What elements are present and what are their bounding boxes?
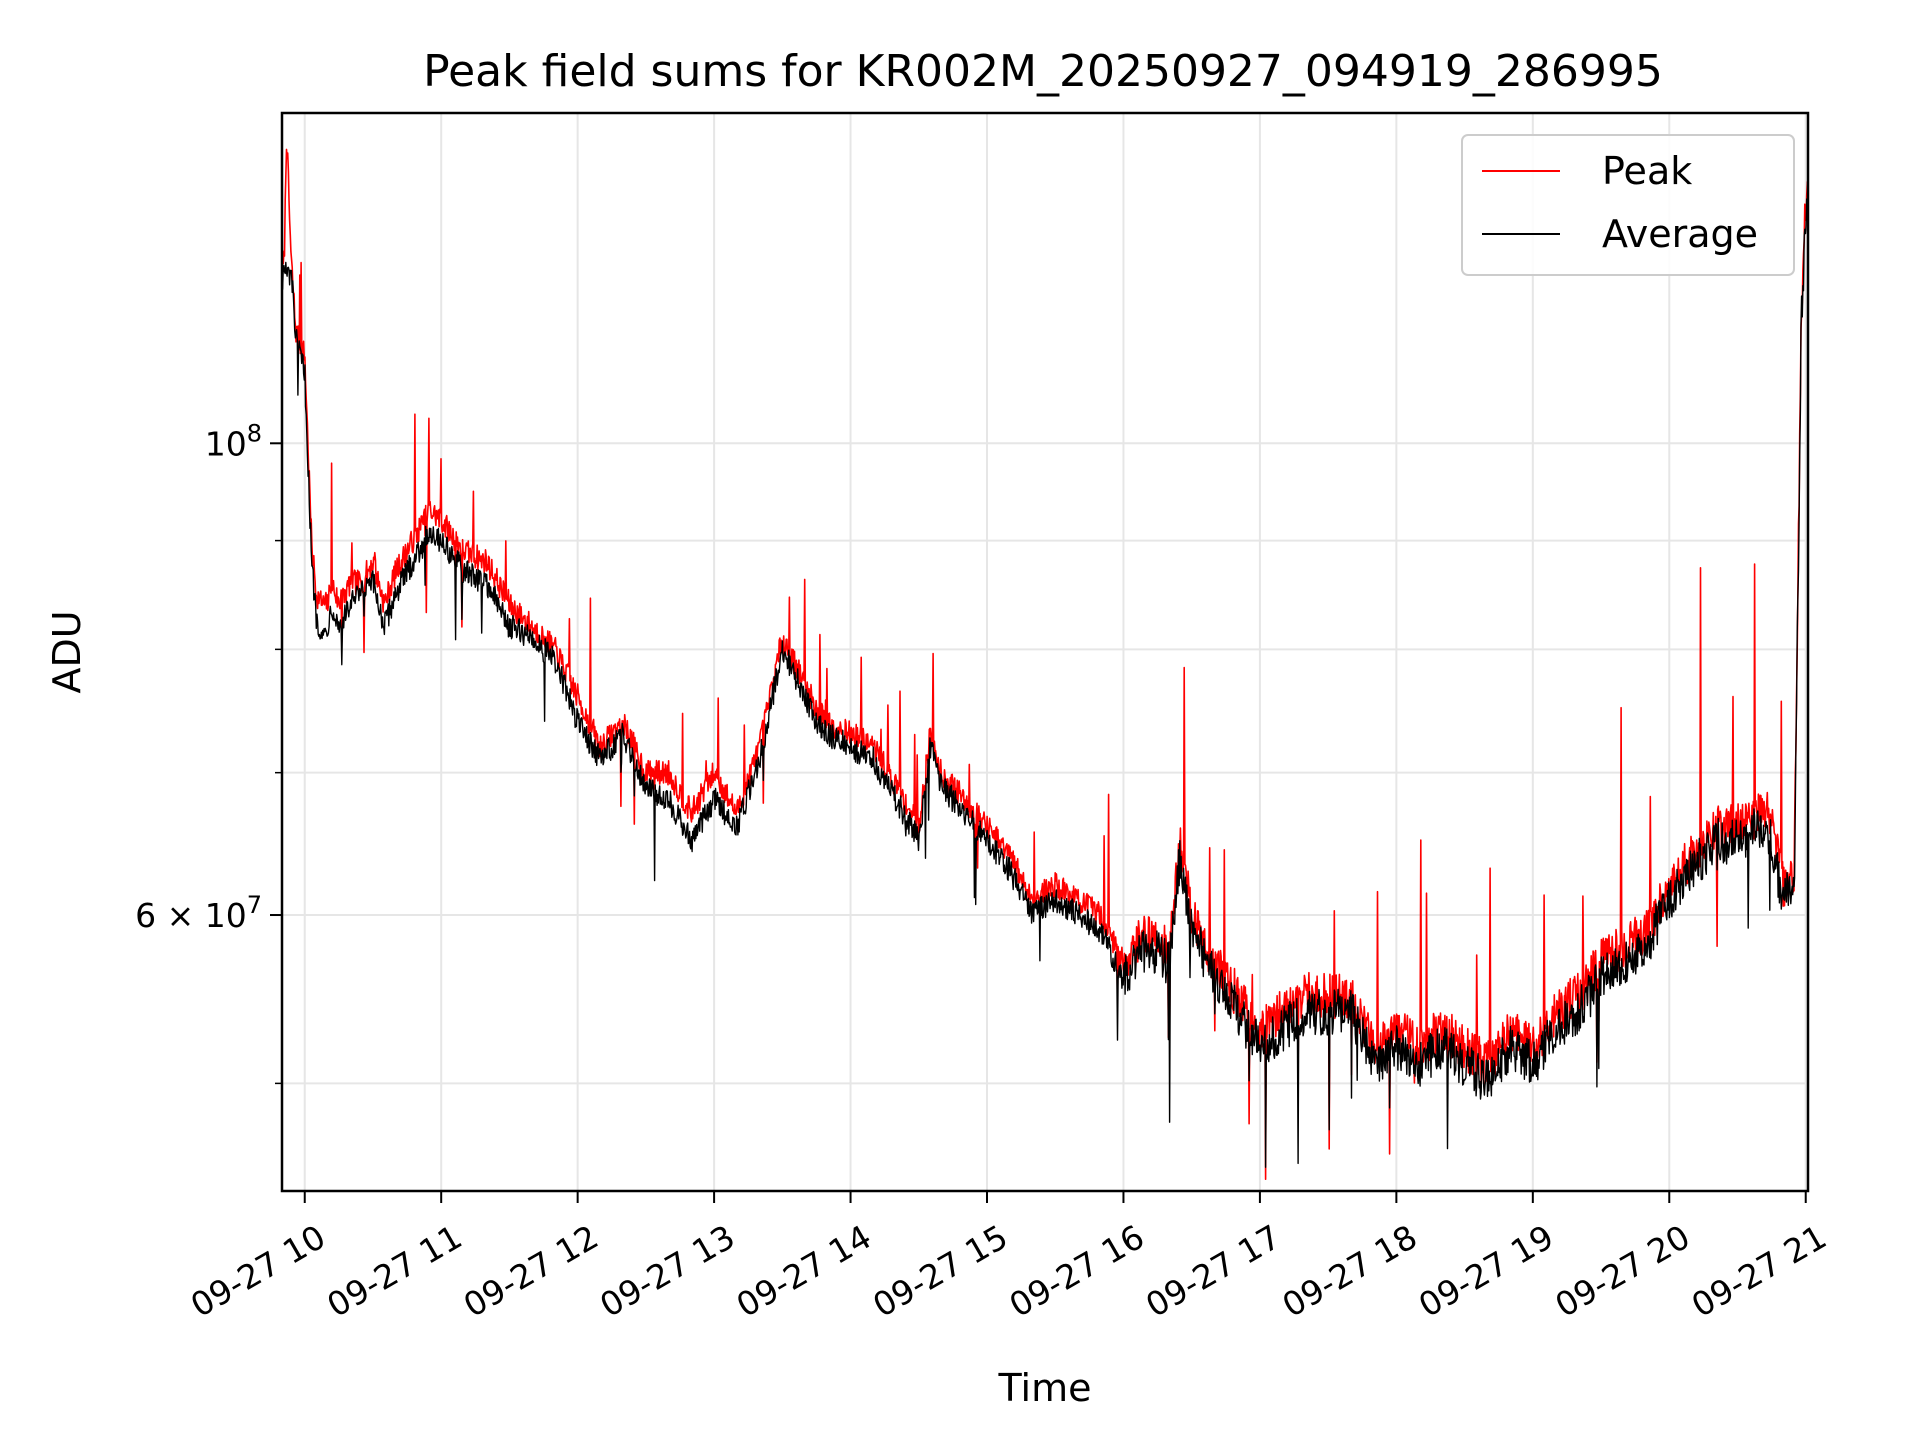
series-line-average [282,198,1808,1168]
y-axis-label: ADU [45,610,89,693]
axes-frame [280,111,1810,1193]
legend-label-peak: Peak [1602,149,1692,193]
y-axis: 108 6 × 107 [135,419,282,1085]
y-tick-label: 6 × 107 [135,891,262,935]
legend: Peak Average [1461,134,1795,276]
x-axis-label: Time [998,1366,1092,1410]
grid [282,113,1808,1191]
chart-title: Peak field sums for KR002M_20250927_0949… [423,46,1663,97]
legend-label-average: Average [1602,212,1758,256]
plot-area [282,148,1808,1180]
y-tick-label: 108 [205,419,262,463]
series-line-peak [282,148,1808,1180]
